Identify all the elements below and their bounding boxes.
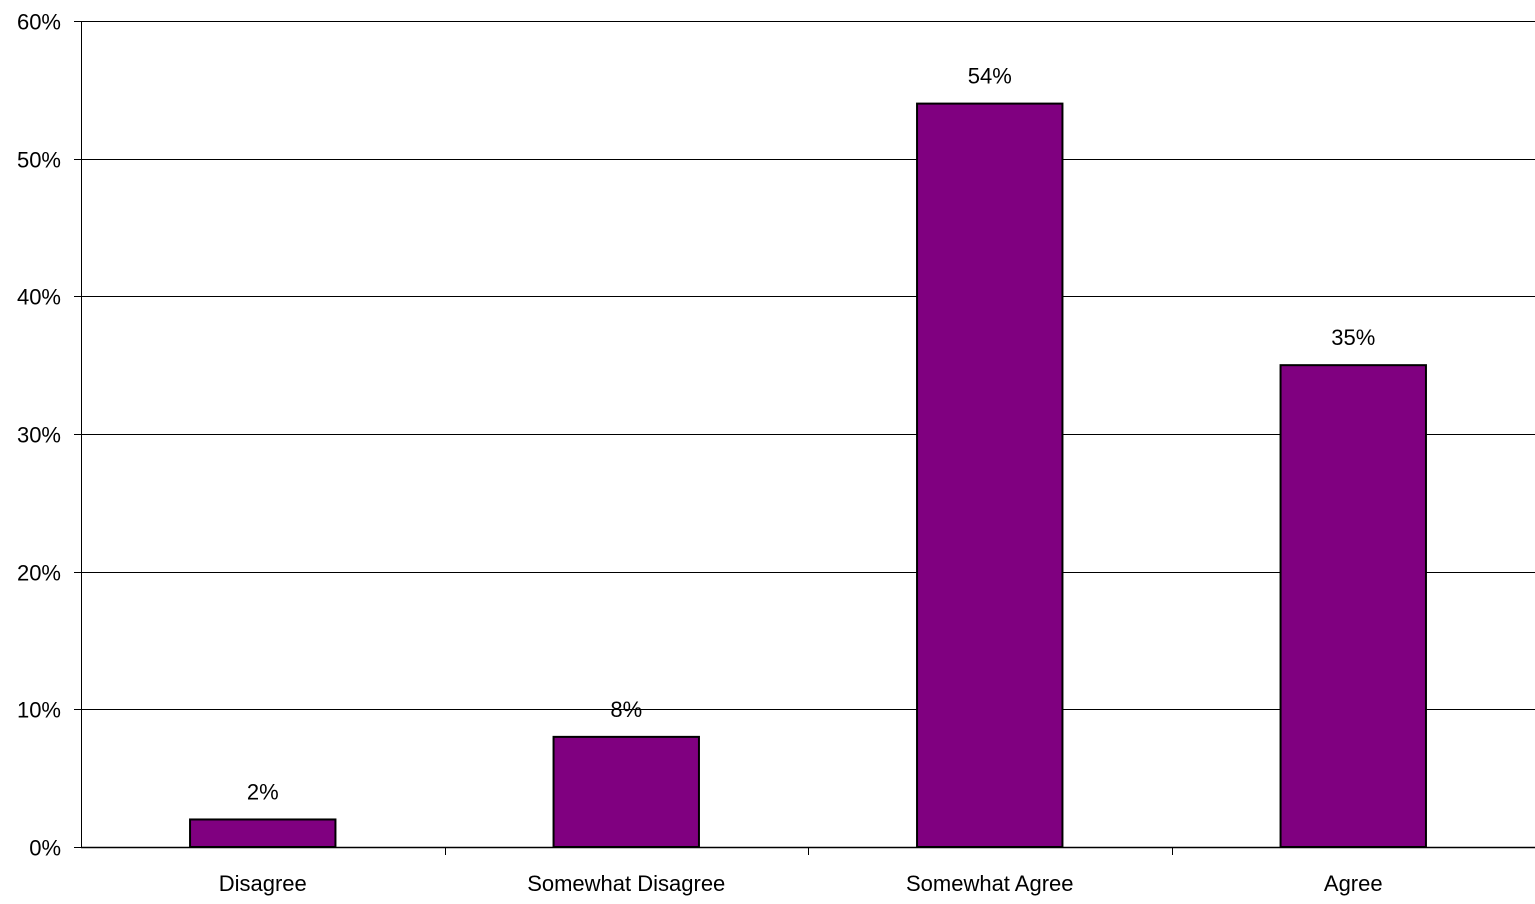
bar	[552, 735, 700, 848]
y-tick-label: 0%	[29, 836, 61, 861]
y-tick-label: 20%	[17, 561, 61, 586]
y-tick-label: 30%	[17, 423, 61, 448]
data-label: 54%	[968, 64, 1012, 89]
x-category-label: Disagree	[219, 871, 307, 896]
bar	[1279, 364, 1427, 848]
y-tick-label: 60%	[17, 10, 61, 35]
data-label: 35%	[1331, 325, 1375, 350]
x-category-label: Somewhat Agree	[906, 871, 1074, 896]
data-label: 2%	[247, 779, 279, 804]
labels: 0% 10% 20% 30% 40% 50% 60% 2% Disagree 8% Somewhat…	[17, 10, 1383, 897]
x-category-label: Somewhat Disagree	[527, 871, 725, 896]
bars	[189, 102, 1427, 849]
data-label: 8%	[610, 697, 642, 722]
bar	[189, 818, 337, 849]
y-tick-label: 50%	[17, 148, 61, 173]
y-tick-label: 40%	[17, 285, 61, 310]
y-tick-label: 10%	[17, 698, 61, 723]
bar	[916, 102, 1064, 849]
x-category-label: Agree	[1324, 871, 1383, 896]
